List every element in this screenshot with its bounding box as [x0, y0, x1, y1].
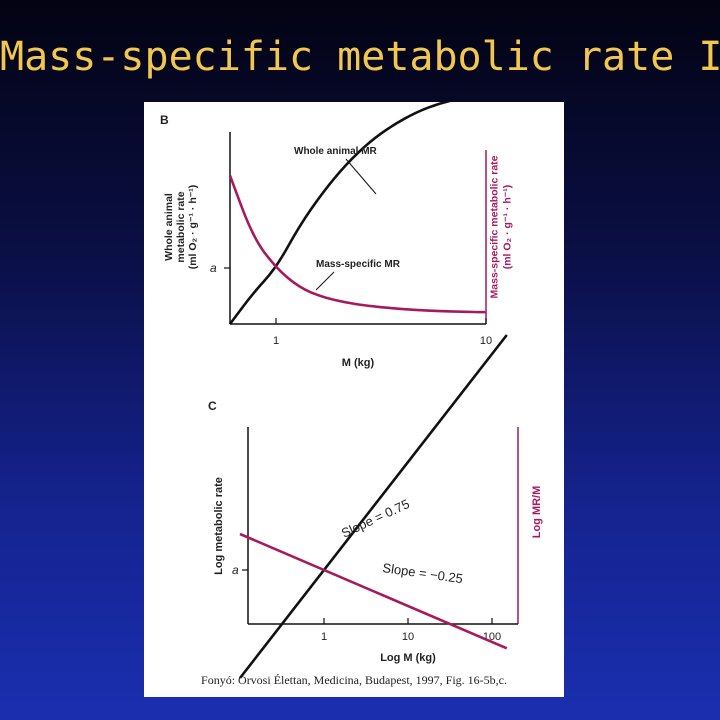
panel-c-a-tick-label: a	[232, 563, 239, 577]
panel-b-mass-specific-line	[228, 175, 488, 314]
panel-b-ylabel-right: Mass-specific metabolic rate(ml O₂ · g⁻¹…	[489, 155, 514, 298]
panel-b-mass-specific-leader	[315, 271, 335, 291]
panel-c-slope-075-line	[238, 334, 508, 679]
slide-title: Mass-specific metabolic rate I.	[0, 34, 720, 80]
panel-b-ylabel-right-line-0: Mass-specific metabolic rate	[489, 155, 501, 298]
panel-c-slope-neg025-label: Slope = −0.25	[382, 560, 464, 586]
panel-b-label: B	[160, 113, 169, 127]
panel-c-x-tick-label-1: 10	[402, 631, 414, 643]
panel-b-mass-specific-label: Mass-specific MR	[316, 259, 401, 270]
panel-b-ylabel-left-line-0: Whole animal	[163, 193, 175, 261]
panel-b-ylabel-right-line-1: (ml O₂ · g⁻¹ · h⁻¹)	[502, 185, 514, 270]
panel-b-whole-animal-leader	[345, 158, 377, 195]
figure-svg: B Whole animalmetabolic rate(ml O₂ · g⁻¹…	[160, 102, 543, 679]
panel-b-a-tick-label: a	[210, 261, 217, 275]
figure-panel: B Whole animalmetabolic rate(ml O₂ · g⁻¹…	[144, 102, 564, 697]
panel-c-ylabel-left: Log metabolic rate	[213, 477, 225, 575]
figure-caption: Fonyó: Orvosi Élettan, Medicina, Budapes…	[201, 673, 507, 687]
panel-b-x-tick-label-0: 1	[273, 335, 279, 347]
panel-b-whole-animal-line	[228, 102, 451, 325]
panel-c-x-tick-label-0: 1	[321, 631, 327, 643]
panel-b-ylabel-left-line-1: metabolic rate	[175, 191, 187, 262]
panel-b-x-ticks: 1 10	[273, 318, 492, 347]
panel-b-whole-animal-label: Whole animal MR	[294, 146, 378, 157]
panel-b-xlabel: M (kg)	[342, 357, 375, 369]
panel-c-ylabel-right-line-0: Log MR/M	[531, 486, 543, 539]
panel-c-ylabel-left-line-0: Log metabolic rate	[213, 477, 225, 575]
panel-b-ylabel-left-line-2: (ml O₂ · g⁻¹ · h⁻¹)	[187, 185, 199, 270]
panel-b-x-tick-label-1: 10	[480, 335, 492, 347]
panel-c-slope-neg025-line	[239, 532, 508, 650]
panel-b-ylabel-left: Whole animalmetabolic rate(ml O₂ · g⁻¹ ·…	[163, 185, 199, 270]
panel-c-x-ticks: 1 10 100	[321, 618, 501, 643]
panel-c-xlabel: Log M (kg)	[380, 652, 436, 664]
panel-c-label: C	[208, 399, 217, 413]
panel-c-ylabel-right: Log MR/M	[531, 486, 543, 539]
